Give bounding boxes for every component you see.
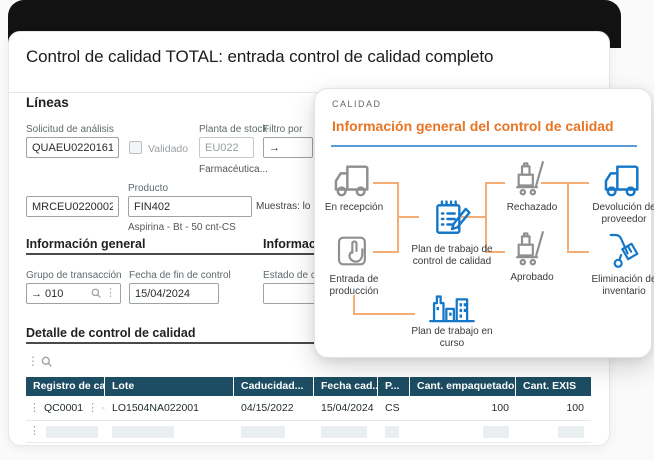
node-entrada-produccion[interactable]: Entrada de producción xyxy=(316,231,392,298)
filtro-label: Filtro por xyxy=(263,124,303,135)
connector xyxy=(461,216,485,218)
popover-heading: Información general del control de calid… xyxy=(332,118,614,134)
node-devolucion-proveedor[interactable]: Devolución de proveedor xyxy=(581,161,654,226)
connector xyxy=(397,216,419,218)
node-plan-trabajo[interactable]: Plan de trabajo de control de calidad xyxy=(397,197,507,268)
cant-empaquetado-value: 100 xyxy=(491,402,509,414)
info-right-rule xyxy=(263,253,323,255)
calidad-info-popover: CALIDAD Información general del control … xyxy=(314,88,654,358)
section-info-right-heading: Informac xyxy=(263,237,316,251)
node-rechazado[interactable]: Rechazado xyxy=(494,157,570,214)
node-label: Aprobado xyxy=(510,272,554,283)
connector xyxy=(485,182,505,184)
node-aprobado[interactable]: Aprobado xyxy=(494,227,570,284)
fecha-cad-value: 15/04/2024 xyxy=(321,402,374,414)
section-info-general-heading: Información general xyxy=(26,237,146,251)
lote-value: LO1504NA022001 xyxy=(112,402,199,414)
planta-helper: Farmacéutica... xyxy=(199,164,268,175)
solicitud-label: Solicitud de análisis xyxy=(26,124,114,135)
producto-helper: Aspirina - Bt - 50 cnt-CS xyxy=(128,222,236,233)
connector xyxy=(373,251,397,253)
popover-heading-rule xyxy=(331,145,637,147)
connector xyxy=(353,313,415,315)
table-row-empty[interactable]: ⋮ xyxy=(26,421,591,443)
col-caducidad[interactable]: Caducidad... xyxy=(234,377,314,396)
node-label: Entrada de producción xyxy=(329,274,379,298)
section-lineas-heading: Líneas xyxy=(26,95,69,110)
solicitud-input[interactable] xyxy=(26,137,119,158)
connector xyxy=(485,251,505,253)
table-menu-icon[interactable]: ⋮ xyxy=(27,354,39,368)
dolly-icon xyxy=(609,233,639,268)
connector xyxy=(485,182,487,253)
page-title: Control de calidad TOTAL: entrada contro… xyxy=(26,47,494,66)
registro-value: QC0001 xyxy=(44,402,84,414)
quality-plan-icon xyxy=(436,200,471,234)
node-label: Plan de trabajo de control de calidad xyxy=(411,244,493,268)
validado-label: Validado xyxy=(148,143,189,155)
connector xyxy=(567,182,569,253)
p-value: CS xyxy=(385,402,400,414)
muestras-text: Muestras: lo xyxy=(256,201,311,212)
node-label: Rechazado xyxy=(506,202,558,213)
col-p[interactable]: P... xyxy=(378,377,410,396)
info-general-rule xyxy=(26,253,306,255)
cell-menu-icon[interactable]: ⋮ xyxy=(87,401,99,414)
fecha-label: Fecha de fin de control xyxy=(129,270,231,281)
node-eliminacion-inventario[interactable]: Eliminación de inventario xyxy=(581,229,654,298)
fecha-input[interactable] xyxy=(129,283,219,304)
node-en-recepcion[interactable]: En recepción xyxy=(316,161,392,214)
col-registro[interactable]: Registro de calidad xyxy=(26,377,105,396)
connector xyxy=(567,251,589,253)
connector xyxy=(353,295,355,315)
node-label: Devolución de proveedor xyxy=(592,202,654,226)
col-cant-empaquetado[interactable]: Cant. empaquetado xyxy=(410,377,516,396)
estado-label: Estado de c xyxy=(263,270,316,281)
quality-detail-table: Registro de calidad Lote Caducidad... Fe… xyxy=(26,377,591,443)
grupo-menu-icon[interactable]: ⋮ xyxy=(105,287,116,299)
table-row[interactable]: ⋮ QC0001 ⋮ LO1504NA022001 04/15/2022 15/… xyxy=(26,396,591,421)
truck-icon xyxy=(334,165,369,197)
estado-input[interactable] xyxy=(263,283,321,304)
section-detalle-heading: Detalle de control de calidad xyxy=(26,326,196,340)
table-search-icon[interactable] xyxy=(41,356,53,368)
detalle-rule xyxy=(26,342,314,344)
producto-input[interactable] xyxy=(128,196,252,217)
connector xyxy=(541,182,567,184)
grupo-input[interactable]: → 010 ⋮ xyxy=(26,283,121,304)
grupo-label: Grupo de transacción xyxy=(26,270,122,281)
handcart-icon xyxy=(515,161,544,196)
caducidad-value: 04/15/2022 xyxy=(241,402,294,414)
factory-icon xyxy=(429,295,475,323)
planta-label: Planta de stock xyxy=(199,124,268,135)
node-label: Plan de trabajo en curso xyxy=(411,326,493,350)
production-entry-icon xyxy=(337,236,366,266)
filtro-input[interactable] xyxy=(263,137,313,158)
col-cant-exis[interactable]: Cant. EXIS xyxy=(516,377,591,396)
linea2-input[interactable] xyxy=(26,196,119,217)
handcart-icon xyxy=(515,231,544,266)
table-header-row: Registro de calidad Lote Caducidad... Fe… xyxy=(26,377,591,396)
node-label: Eliminación de inventario xyxy=(591,274,654,298)
validado-checkbox[interactable] xyxy=(129,141,142,154)
row-handle-icon[interactable]: ⋮ xyxy=(29,425,40,437)
row-handle-icon[interactable]: ⋮ xyxy=(29,401,40,414)
node-label: En recepción xyxy=(324,202,384,213)
connector xyxy=(373,182,397,184)
cant-exis-value: 100 xyxy=(566,402,584,414)
col-lote[interactable]: Lote xyxy=(105,377,234,396)
node-plan-en-curso[interactable]: Plan de trabajo en curso xyxy=(397,289,507,350)
title-divider xyxy=(9,92,609,93)
grupo-value: → 010 xyxy=(31,287,64,300)
value-help-search-icon[interactable] xyxy=(91,288,102,299)
return-truck-icon xyxy=(604,165,639,197)
producto-label: Producto xyxy=(128,183,169,194)
connector xyxy=(567,182,589,184)
planta-input[interactable] xyxy=(199,137,254,158)
popover-tag: CALIDAD xyxy=(332,99,382,109)
cell-search-icon[interactable] xyxy=(102,403,105,414)
col-fecha-cad[interactable]: Fecha cad... xyxy=(314,377,378,396)
